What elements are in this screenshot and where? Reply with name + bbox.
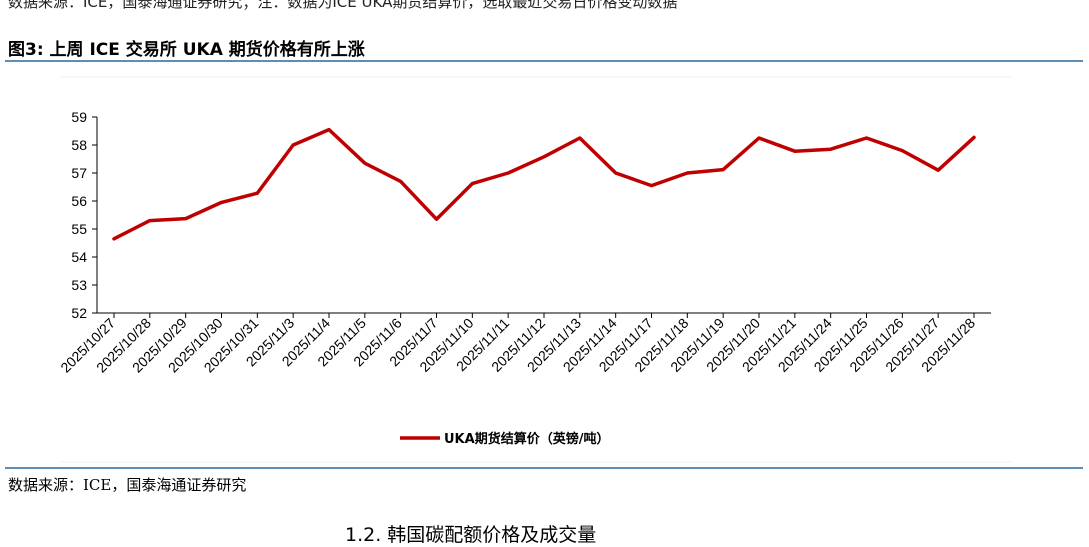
- y-tick-label: 54: [71, 249, 87, 265]
- source-note: 数据来源：ICE，国泰海通证券研究: [8, 474, 246, 495]
- y-tick-label: 59: [71, 109, 87, 125]
- y-tick-label: 56: [71, 193, 87, 209]
- y-tick-label: 52: [71, 305, 87, 321]
- series-line: [114, 130, 974, 239]
- line-chart: 52535455565758592025/10/272025/10/282025…: [0, 62, 1089, 467]
- y-tick-label: 57: [71, 165, 87, 181]
- y-tick-label: 53: [71, 277, 87, 293]
- next-section-heading: 1.2. 韩国碳配额价格及成交量: [345, 520, 596, 547]
- y-tick-label: 58: [71, 137, 87, 153]
- figure-title: 图3: 上周 ICE 交易所 UKA 期货价格有所上涨: [8, 35, 365, 60]
- legend-label: UKA期货结算价（英镑/吨）: [444, 431, 609, 447]
- source-divider: [5, 467, 1083, 469]
- y-tick-label: 55: [71, 221, 87, 237]
- cut-off-text-line: 数据来源：ICE，国泰海通证券研究；注：数据为ICE UKA期货结算价，选取最近…: [8, 0, 677, 12]
